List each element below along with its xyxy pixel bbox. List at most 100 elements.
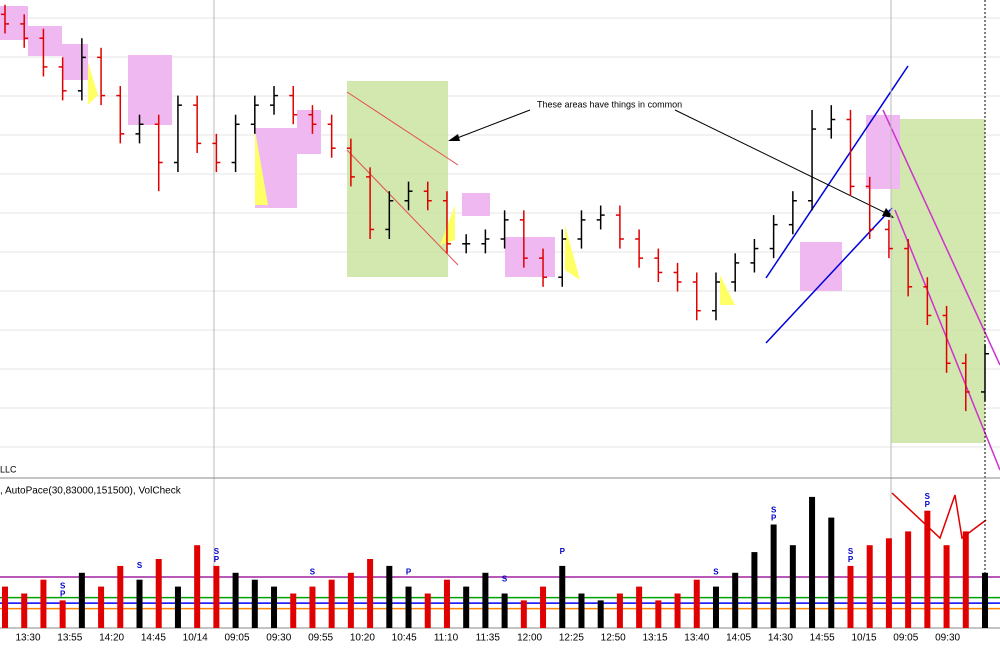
channel-line <box>346 149 459 266</box>
signal-label: P <box>771 514 777 523</box>
volume-bar <box>770 524 777 628</box>
x-tick-label: 09:05 <box>224 633 249 644</box>
volume-bar <box>636 586 643 628</box>
volume-bar <box>674 593 681 628</box>
volume-bar <box>982 572 988 628</box>
indicator-title: , AutoPace(30,83000,151500), VolCheck <box>0 486 182 497</box>
x-tick-label: 14:45 <box>141 633 166 644</box>
volume-bar <box>117 565 124 628</box>
x-tick-label: 13:15 <box>642 633 667 644</box>
pink-area <box>462 193 490 216</box>
x-tick-label: 14:30 <box>768 633 793 644</box>
volume-bar <box>501 593 508 628</box>
drawings <box>346 65 1000 540</box>
signal-label: S <box>214 547 220 556</box>
volume-bar <box>597 600 604 628</box>
annotation: These areas have things in common <box>537 99 682 109</box>
volume-bar <box>213 565 220 628</box>
x-tick-label: 11:10 <box>434 633 459 644</box>
volume-bar <box>136 579 143 628</box>
volume-bar <box>885 538 892 628</box>
volume-bar <box>655 600 662 628</box>
green-area <box>347 81 448 277</box>
volume-bar <box>309 586 316 628</box>
volume-bar <box>751 552 758 628</box>
arrow-head <box>448 134 460 141</box>
x-tick-label: 13:30 <box>15 633 40 644</box>
x-tick-label: 13:55 <box>57 633 82 644</box>
footer: LLC <box>0 464 17 474</box>
signal-label: P <box>848 555 854 564</box>
volume-bar <box>290 593 297 628</box>
signal-label: S <box>771 506 777 515</box>
volume-bar <box>232 572 239 628</box>
channel-line <box>346 91 459 166</box>
signal-label: P <box>60 590 66 599</box>
x-tick-label: 09:30 <box>935 633 960 644</box>
volume-bar <box>271 586 278 628</box>
volume-bar <box>328 579 335 628</box>
volume-bar <box>540 586 547 628</box>
volume-bar <box>847 565 854 628</box>
signal-label: S <box>925 492 931 501</box>
signal-label: S <box>137 561 143 570</box>
signal-label: S <box>310 568 316 577</box>
volume-bar <box>789 545 796 628</box>
pink-area <box>505 237 555 277</box>
volume-bar <box>367 559 374 628</box>
volume-bar <box>443 579 450 628</box>
channel-line <box>882 109 1000 366</box>
volume-bar <box>924 510 931 628</box>
volume-bar <box>943 545 950 628</box>
volume-bar <box>251 579 258 628</box>
yellow-area <box>255 130 268 205</box>
signal-label: S <box>713 568 719 577</box>
volume-bar <box>174 586 181 628</box>
x-tick-label: 12:00 <box>517 633 542 644</box>
pink-area <box>800 242 842 291</box>
signal-label: P <box>560 547 566 556</box>
pink-area <box>297 110 321 154</box>
channel-line <box>894 209 1000 471</box>
volume-bar <box>962 531 969 628</box>
volume-bar <box>21 593 28 628</box>
signal-line <box>891 492 987 540</box>
x-tick-label: 14:05 <box>726 633 751 644</box>
signal-label: P <box>925 500 931 509</box>
volume-bar <box>809 496 816 628</box>
volume-bar <box>732 572 739 628</box>
volume-bar <box>194 545 201 628</box>
volume-bar <box>386 565 393 628</box>
signal-label: P <box>214 555 220 564</box>
x-tick-label: 10:20 <box>350 633 375 644</box>
x-tick-label: 12:50 <box>601 633 626 644</box>
x-tick-label: 12:25 <box>559 633 584 644</box>
x-tick-label: 09:05 <box>893 633 918 644</box>
volume-bar <box>347 572 354 628</box>
pink-area <box>28 26 62 56</box>
volume-bar <box>424 593 431 628</box>
x-tick-label: 11:35 <box>476 633 501 644</box>
volume-bar <box>40 579 47 628</box>
signal-label: P <box>406 568 412 577</box>
volume-bar <box>155 559 162 628</box>
volume-bar <box>559 565 566 628</box>
x-tick-label: 14:20 <box>99 633 124 644</box>
volume-bar <box>616 593 623 628</box>
volume-bar <box>905 531 912 628</box>
pink-area <box>128 55 172 125</box>
x-tick-label: 10:45 <box>392 633 417 644</box>
volume-bar <box>98 586 105 628</box>
yellow-area <box>88 62 98 105</box>
volume-bar <box>828 517 835 628</box>
volume-bar <box>712 586 719 628</box>
x-tick-label: 09:55 <box>308 633 333 644</box>
arrow <box>674 109 891 216</box>
volume-bar <box>463 586 470 628</box>
channel-line <box>765 207 893 344</box>
yellow-area <box>565 225 580 280</box>
volume-bar <box>78 572 85 628</box>
highlights <box>0 6 985 443</box>
